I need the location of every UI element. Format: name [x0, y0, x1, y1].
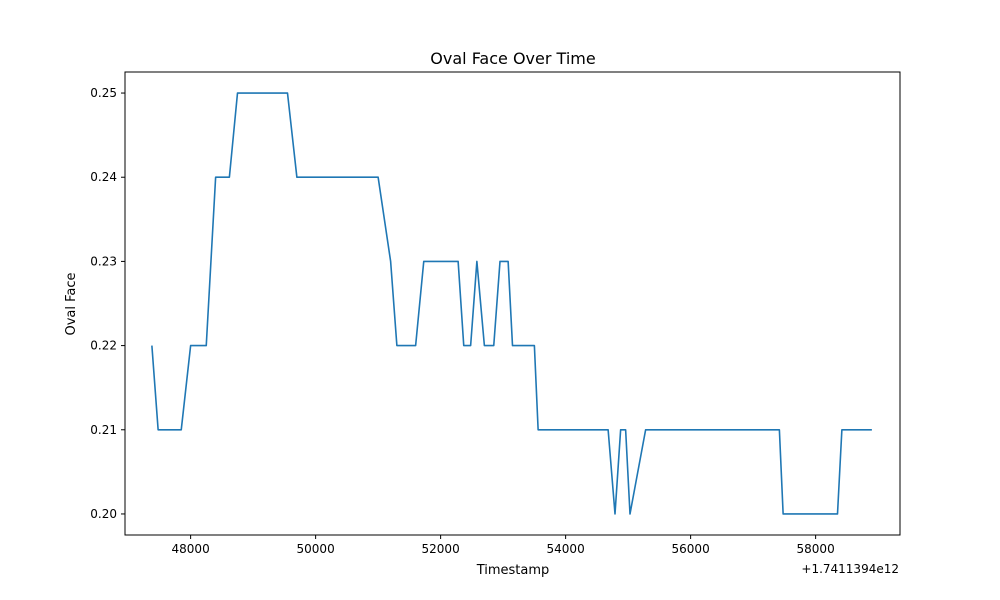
y-tick-label: 0.23	[90, 254, 117, 268]
x-axis-offset-text: +1.7411394e12	[801, 562, 899, 576]
x-tick-label: 56000	[672, 542, 710, 556]
chart-title: Oval Face Over Time	[430, 49, 595, 68]
y-tick-label: 0.20	[90, 507, 117, 521]
y-tick-label: 0.24	[90, 170, 117, 184]
x-tick-label: 50000	[297, 542, 335, 556]
x-tick-label: 54000	[547, 542, 585, 556]
plot-area: 48000 50000 52000 54000 56000 58000 0.20 0.21 0.…	[90, 71, 901, 556]
x-tick-label: 52000	[422, 542, 460, 556]
x-tick-label: 58000	[797, 542, 835, 556]
x-axis-label: Timestamp	[476, 563, 550, 578]
y-axis-label: Oval Face	[64, 272, 79, 335]
y-tick-label: 0.22	[90, 339, 117, 353]
x-tick-label: 48000	[172, 542, 210, 556]
y-tick-label: 0.25	[90, 86, 117, 100]
series-line	[151, 92, 872, 515]
y-tick-label: 0.21	[90, 423, 117, 437]
axes-frame	[124, 71, 901, 536]
